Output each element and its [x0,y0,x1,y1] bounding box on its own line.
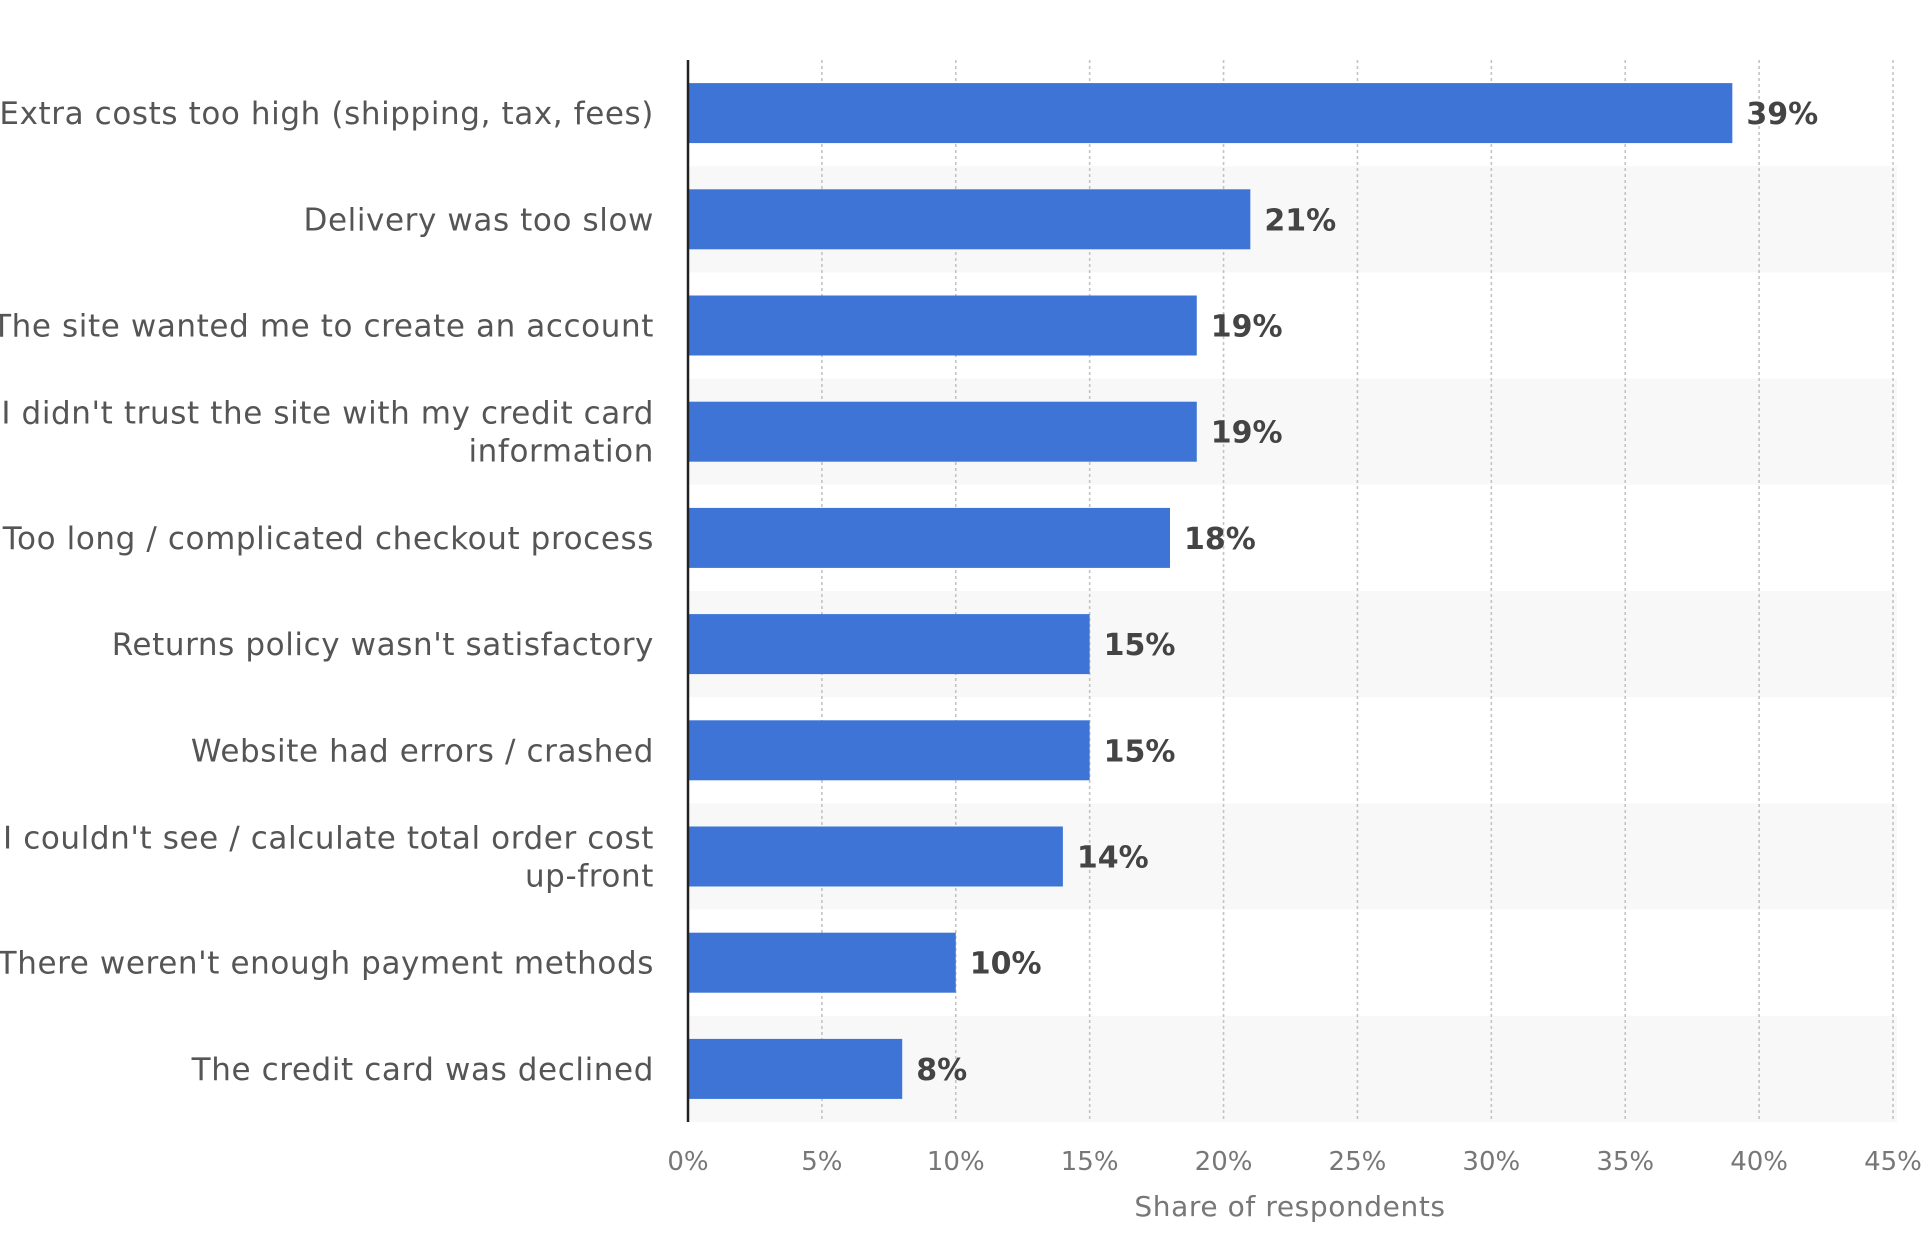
x-tick-label: 25% [1329,1147,1387,1177]
category-label: There weren't enough payment methods [0,946,654,982]
data-label: 39% [1746,97,1818,132]
x-tick-label: 45% [1864,1147,1922,1177]
category-label: Extra costs too high (shipping, tax, fee… [0,96,654,132]
bar [688,507,1170,568]
data-label: 14% [1077,841,1149,876]
category-label: The credit card was declined [191,1052,654,1088]
bar [688,614,1090,675]
x-axis-title: Share of respondents [1134,1190,1445,1223]
x-tick-label: 0% [667,1147,708,1177]
bar [688,401,1197,462]
data-labels: 39% 21% 19% 19% 18% 15% 15% 14% 10% 8% [916,97,1818,1088]
x-tick-label: 30% [1462,1147,1520,1177]
data-label: 19% [1211,416,1283,451]
x-tick-label: 35% [1596,1147,1654,1177]
bar [688,826,1063,887]
data-label: 19% [1211,310,1283,345]
x-axis-tick-labels: 0% 5% 10% 15% 20% 25% 30% 35% 40% 45% [667,1147,1922,1177]
x-tick-label: 20% [1195,1147,1253,1177]
data-label: 21% [1264,203,1336,238]
category-label: The site wanted me to create an account [0,309,654,345]
bar [688,1038,903,1099]
category-label: Delivery was too slow [303,202,654,238]
category-label: Too long / complicated checkout process [2,521,654,557]
data-label: 15% [1104,734,1176,769]
bar [688,189,1251,250]
x-tick-label: 10% [927,1147,985,1177]
bar [688,932,956,993]
data-label: 18% [1184,522,1256,557]
bars [688,83,1733,1099]
data-label: 10% [970,947,1042,982]
data-label: 15% [1104,628,1176,663]
bar [688,83,1733,144]
bar [688,720,1090,781]
category-label: I didn't trust the site with my credit c… [1,396,654,432]
category-label: Returns policy wasn't satisfactory [112,627,654,663]
category-label: I couldn't see / calculate total order c… [3,821,654,857]
data-label: 8% [916,1053,967,1088]
category-labels: Extra costs too high (shipping, tax, fee… [0,96,654,1088]
x-tick-label: 5% [801,1147,842,1177]
category-label: up-front [525,859,654,895]
x-tick-label: 15% [1061,1147,1119,1177]
x-tick-label: 40% [1730,1147,1788,1177]
category-label: information [468,434,654,470]
category-label: Website had errors / crashed [191,733,654,769]
bar [688,295,1197,356]
